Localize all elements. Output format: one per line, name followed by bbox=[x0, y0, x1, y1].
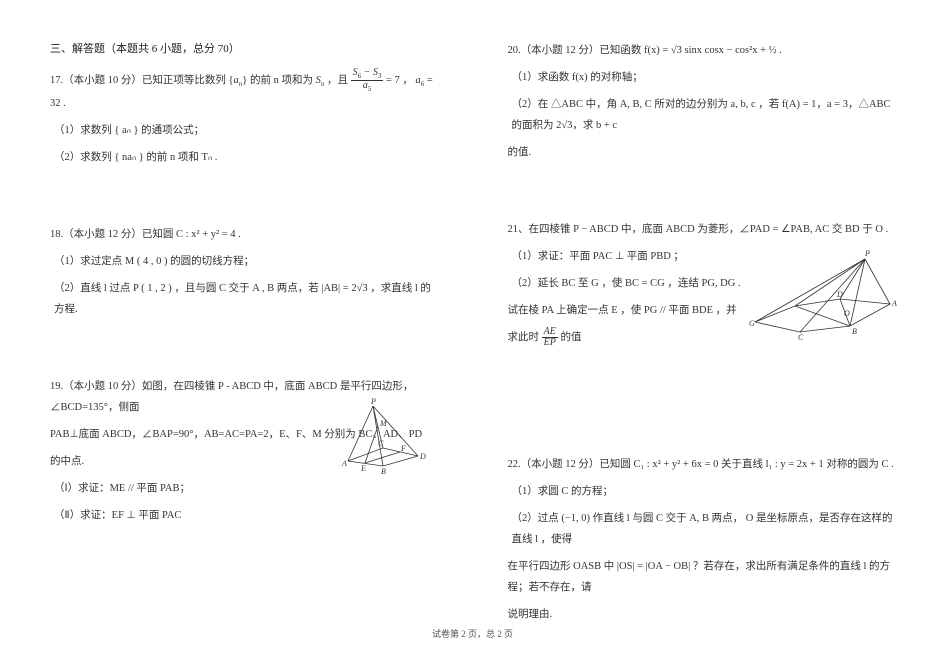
p22-head: 22.（本小题 12 分）已知圆 C₁ : x² + y² + 6x = 0 关… bbox=[508, 454, 896, 475]
p19-diagram: P A D B C E F M bbox=[328, 396, 438, 476]
svg-text:G: G bbox=[749, 319, 755, 328]
p20-sub2a: （2）在 △ABC 中，角 A, B, C 所对的边分别为 a, b, c ，若… bbox=[508, 94, 896, 136]
right-column: 20.（本小题 12 分）已知函数 f(x) = √3 sinx cosx − … bbox=[508, 40, 896, 570]
svg-text:P: P bbox=[370, 397, 376, 406]
problem-17: 17.（本小题 10 分）已知正项等比数列 {an} 的前 n 项和为 Sn ，… bbox=[50, 68, 438, 174]
p21-diagram: P A B C D G O bbox=[745, 244, 905, 344]
p19-sub1: （Ⅰ）求证：ME // 平面 PAB； bbox=[50, 478, 438, 499]
p22-sub1: （1）求圆 C 的方程； bbox=[508, 481, 896, 502]
p18-head: 18.（本小题 12 分）已知圆 C : x² + y² = 4 . bbox=[50, 224, 438, 245]
svg-text:A: A bbox=[891, 299, 897, 308]
svg-text:P: P bbox=[864, 249, 870, 258]
p20-sub1: （1）求函数 f(x) 的对称轴； bbox=[508, 67, 896, 88]
p19-sub2: （Ⅱ）求证：EF ⊥ 平面 PAC bbox=[50, 505, 438, 526]
problem-20: 20.（本小题 12 分）已知函数 f(x) = √3 sinx cosx − … bbox=[508, 40, 896, 169]
p21-sub2c-a: 求此时 bbox=[508, 332, 542, 343]
svg-text:D: D bbox=[836, 290, 843, 299]
left-column: 三、解答题（本题共 6 小题，总分 70） 17.（本小题 10 分）已知正项等… bbox=[50, 40, 438, 570]
p22-sub2c: 说明理由. bbox=[508, 604, 896, 625]
page-footer: 试卷第 2 页，总 2 页 bbox=[0, 627, 945, 640]
p17-sub2: （2）求数列 { naₙ } 的前 n 项和 Tₙ . bbox=[50, 147, 438, 168]
problem-19: 19.（本小题 10 分）如图，在四棱锥 P - ABCD 中，底面 ABCD … bbox=[50, 376, 438, 532]
p20-head: 20.（本小题 12 分）已知函数 f(x) = √3 sinx cosx − … bbox=[508, 40, 896, 61]
p17-head: 17.（本小题 10 分）已知正项等比数列 {an} 的前 n 项和为 Sn ，… bbox=[50, 68, 438, 114]
problem-22: 22.（本小题 12 分）已知圆 C₁ : x² + y² + 6x = 0 关… bbox=[508, 454, 896, 631]
p22-sub2a: （2）过点 (−1, 0) 作直线 l 与圆 C 交于 A, B 两点， O 是… bbox=[508, 508, 896, 550]
page-container: 三、解答题（本题共 6 小题，总分 70） 17.（本小题 10 分）已知正项等… bbox=[0, 0, 945, 600]
svg-text:M: M bbox=[379, 419, 388, 428]
p17-sub1: （1）求数列 { aₙ } 的通项公式； bbox=[50, 120, 438, 141]
svg-text:C: C bbox=[378, 439, 384, 448]
p21-sub2c-b: 的值 bbox=[558, 332, 582, 343]
p18-sub2: （2）直线 l 过点 P ( 1 , 2 ) ，且与圆 C 交于 A , B 两… bbox=[50, 278, 438, 320]
svg-text:A: A bbox=[341, 459, 347, 468]
p17-head-a: 17.（本小题 10 分）已知正项等比数列 { bbox=[50, 75, 234, 86]
p17-frac: S6 − S3a5 bbox=[351, 68, 384, 93]
p17-head-c: ，且 bbox=[324, 75, 350, 86]
p17-a6: a6 bbox=[413, 75, 424, 86]
svg-text:D: D bbox=[419, 452, 426, 461]
p20-sub2b: 的值. bbox=[508, 142, 896, 163]
section-header: 三、解答题（本题共 6 小题，总分 70） bbox=[50, 40, 438, 56]
p21-frac: AEEP bbox=[542, 327, 558, 348]
svg-text:B: B bbox=[852, 327, 857, 336]
problem-18: 18.（本小题 12 分）已知圆 C : x² + y² = 4 . （1）求过… bbox=[50, 224, 438, 326]
p22-sub2b: 在平行四边形 OASB 中 |OS| = |OA − OB| ？若存在，求出所有… bbox=[508, 556, 896, 598]
p17-head-b: } 的前 n 项和为 bbox=[242, 75, 315, 86]
p17-head-d: = 7 ， bbox=[383, 75, 413, 86]
svg-text:B: B bbox=[381, 467, 386, 476]
p17-an: an bbox=[234, 75, 243, 86]
problem-21: 21、在四棱锥 P − ABCD 中，底面 ABCD 为菱形，∠PAD = ∠P… bbox=[508, 219, 896, 354]
svg-text:E: E bbox=[360, 464, 366, 473]
p21-head: 21、在四棱锥 P − ABCD 中，底面 ABCD 为菱形，∠PAD = ∠P… bbox=[508, 219, 896, 240]
svg-text:C: C bbox=[798, 333, 804, 342]
svg-text:F: F bbox=[400, 444, 406, 453]
p18-sub1: （1）求过定点 M ( 4 , 0 ) 的圆的切线方程； bbox=[50, 251, 438, 272]
svg-text:O: O bbox=[844, 309, 850, 318]
